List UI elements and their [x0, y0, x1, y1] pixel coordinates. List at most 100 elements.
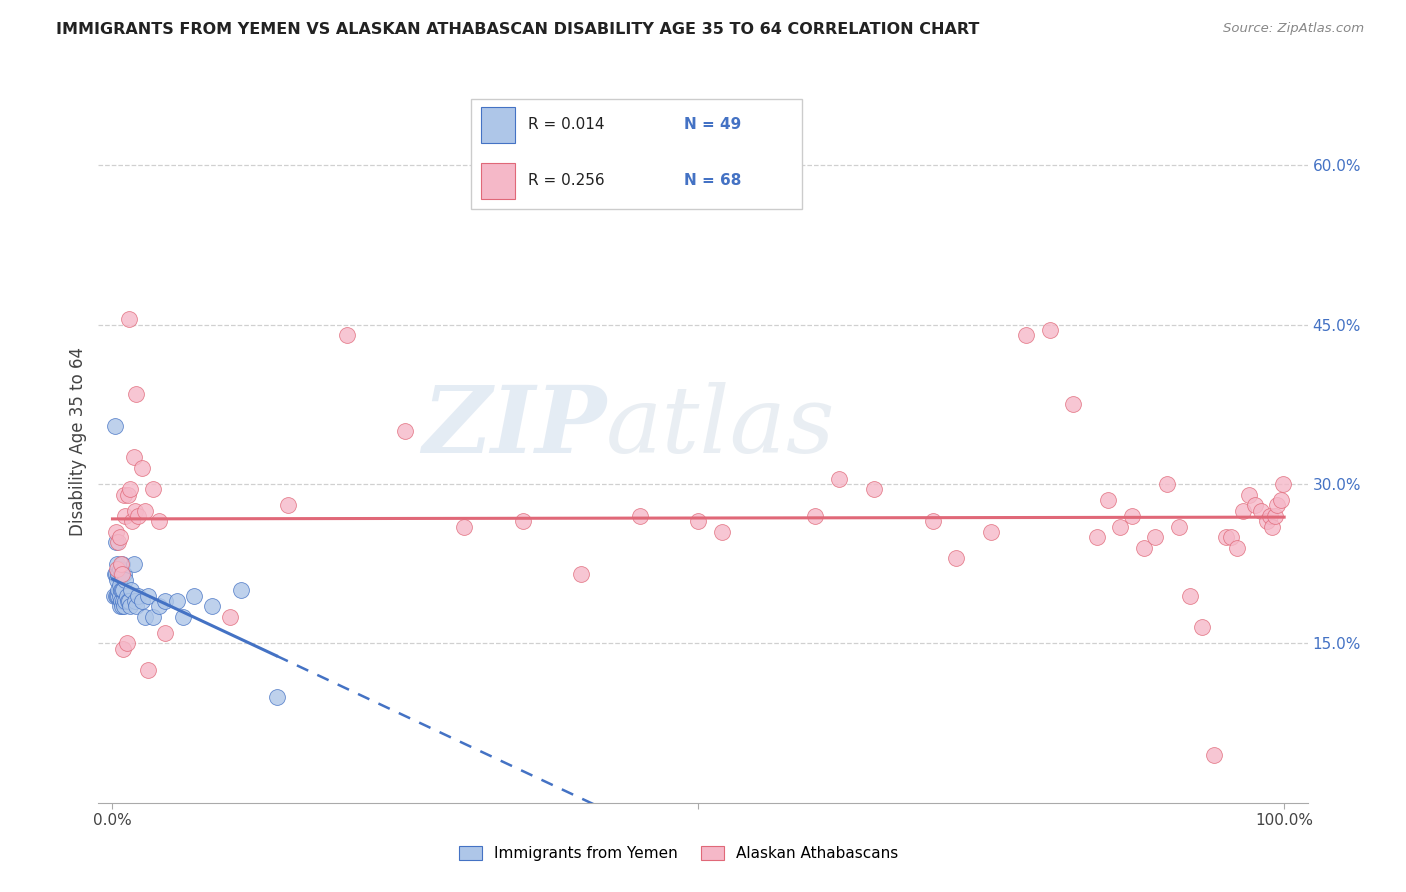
Point [1062, 397, 1084, 411]
Point [1215, 530, 1237, 544]
Point [118, 312, 141, 326]
Text: atlas: atlas [606, 382, 835, 472]
Point [1220, 530, 1243, 544]
Point [1256, 514, 1278, 528]
Point [921, 514, 943, 528]
Point [201, 599, 224, 614]
Point [115, 589, 138, 603]
Point [110, 583, 132, 598]
Point [394, 424, 416, 438]
Point [569, 567, 592, 582]
Point [121, 514, 143, 528]
Point [1258, 508, 1281, 523]
Point [1261, 519, 1284, 533]
Point [155, 625, 177, 640]
Point [1265, 498, 1288, 512]
Point [104, 567, 127, 582]
Point [127, 589, 149, 603]
Point [122, 450, 145, 465]
Point [134, 610, 156, 624]
Point [115, 636, 138, 650]
Point [114, 594, 136, 608]
Point [336, 328, 359, 343]
Point [804, 508, 827, 523]
Point [107, 535, 129, 549]
Point [111, 599, 134, 614]
Point [218, 610, 240, 624]
Point [1121, 508, 1143, 523]
Point [118, 594, 141, 608]
Y-axis label: Disability Age 35 to 64: Disability Age 35 to 64 [69, 347, 87, 536]
Point [108, 578, 131, 592]
Point [628, 508, 651, 523]
Point [945, 551, 967, 566]
Point [110, 567, 132, 582]
Point [277, 498, 299, 512]
Point [112, 583, 135, 598]
Point [108, 562, 131, 576]
Point [1264, 508, 1286, 523]
Point [1226, 541, 1249, 555]
Point [107, 589, 129, 603]
Point [1272, 477, 1295, 491]
Point [155, 594, 177, 608]
Point [111, 583, 134, 598]
Point [1202, 747, 1225, 762]
Point [134, 503, 156, 517]
Point [114, 508, 136, 523]
Point [863, 483, 886, 497]
Point [142, 610, 165, 624]
Point [172, 610, 194, 624]
Point [120, 599, 141, 614]
Text: ZIP: ZIP [422, 382, 606, 472]
Point [453, 519, 475, 533]
Point [1191, 620, 1213, 634]
Point [127, 508, 149, 523]
Point [1232, 503, 1254, 517]
Point [1085, 530, 1108, 544]
Point [1015, 328, 1038, 343]
Point [1270, 493, 1292, 508]
Point [828, 472, 851, 486]
Point [105, 573, 128, 587]
Point [107, 567, 129, 582]
Point [108, 530, 131, 544]
Point [131, 594, 153, 608]
Point [148, 599, 170, 614]
Point [166, 594, 188, 608]
Point [120, 583, 142, 598]
Point [108, 599, 131, 614]
Point [103, 589, 125, 603]
Point [104, 418, 127, 433]
Point [266, 690, 288, 704]
Point [1180, 589, 1202, 603]
Point [117, 488, 139, 502]
Point [107, 583, 129, 598]
Point [1167, 519, 1189, 533]
Point [688, 514, 710, 528]
Point [117, 594, 139, 608]
Point [1039, 323, 1062, 337]
Point [980, 524, 1002, 539]
Point [105, 535, 128, 549]
Point [131, 461, 153, 475]
Point [512, 514, 534, 528]
Point [1244, 498, 1267, 512]
Point [112, 641, 135, 656]
Point [105, 524, 128, 539]
Point [124, 503, 146, 517]
Text: Source: ZipAtlas.com: Source: ZipAtlas.com [1223, 22, 1364, 36]
Point [105, 589, 128, 603]
Point [122, 557, 145, 571]
Point [1237, 488, 1260, 502]
Point [1132, 541, 1154, 555]
Point [110, 557, 132, 571]
Point [1156, 477, 1178, 491]
Point [112, 488, 135, 502]
Point [114, 573, 136, 587]
Point [125, 599, 148, 614]
Point [1097, 493, 1119, 508]
Point [111, 557, 134, 571]
Point [1109, 519, 1132, 533]
Point [110, 594, 132, 608]
